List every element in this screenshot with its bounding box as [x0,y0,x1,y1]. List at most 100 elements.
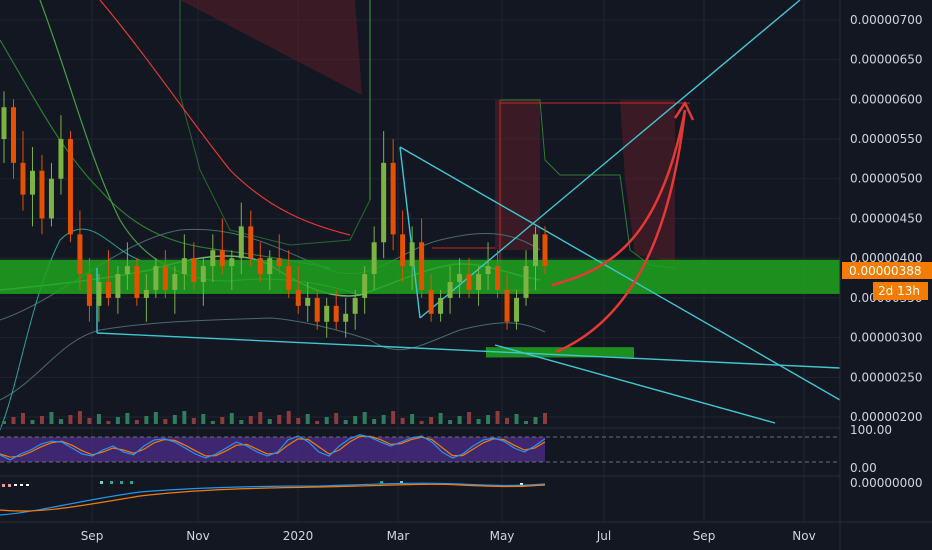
candle-body [409,242,415,267]
volume-bar [277,415,282,424]
volume-bar [467,412,472,424]
candlestick-series [1,91,548,338]
volume-bar [11,417,16,424]
volume-bar [476,419,481,424]
volume-bar [115,417,120,424]
volume-bar [210,421,215,424]
candle-body [419,242,425,290]
candle-body [115,274,121,298]
volume-bar [334,413,339,424]
candle-body [533,234,539,267]
candle-body [447,282,453,298]
candle-body [210,250,216,267]
volume-bar [400,418,405,424]
candle-body [343,313,349,322]
volume-bar [182,411,187,424]
candle-body [153,266,159,290]
candle-body [10,107,16,163]
stoch-rsi-band [0,437,545,462]
volume-bar [391,411,396,424]
volume-bar [153,412,158,424]
volume-bar [2,421,6,424]
candle-body [229,258,235,267]
candle-body [20,162,26,195]
candle-body [362,274,368,298]
stoch-rsi-top-tick: 100.00 [850,423,892,437]
candle-body [162,266,168,290]
volume-bars [2,411,547,424]
candle-body [77,234,83,275]
trendlines [96,0,841,424]
candle-body [29,170,35,195]
candle-body [314,297,320,322]
candle-body [390,162,396,235]
volume-bar [96,414,101,424]
volume-bar [49,412,54,424]
volume-bar [533,417,538,424]
volume-bar [296,418,301,424]
candle-body [134,266,140,298]
volume-bar [362,412,367,424]
candle-body [1,107,7,140]
candle-body [466,274,472,290]
candle-body [305,297,311,306]
volume-bar [372,419,377,424]
candle-body [67,139,73,235]
candle-body [324,305,330,322]
candle-body [495,266,501,290]
volume-bar [144,416,149,424]
price-axis[interactable]: 0.00000700 0.00000650 0.00000600 0.00000550… [850,13,923,424]
volume-bar [125,413,130,424]
price-tick-label: 0.00000650 [850,53,923,67]
volume-bar [495,411,500,424]
time-tick-label: Sep [693,529,716,543]
candle-body [295,289,301,306]
countdown-badge: 2d 13h [873,282,928,300]
volume-bar [163,419,168,424]
candle-body [200,266,206,283]
volume-bar [58,419,63,424]
candle-body [523,266,529,298]
price-tick-label: 0.00000600 [850,92,923,106]
macd-zero-tick: 0.00000000 [850,476,923,490]
candle-body [371,242,377,275]
time-tick-label: Sep [81,529,104,543]
candle-body [191,258,197,283]
macd-histogram [2,481,523,487]
time-axis[interactable]: Sep Nov 2020 Mar May Jul Sep Nov [81,529,816,543]
volume-bar [505,418,510,424]
candle-body [485,266,491,275]
volume-bar [267,419,272,424]
candle-body [276,258,282,267]
volume-bar [239,420,244,424]
candle-body [257,258,263,275]
moving-averages [0,0,546,431]
current-price-label: 0.00000388 [849,264,922,278]
candle-body [333,305,339,322]
candle-body [181,258,187,275]
volume-bar [191,418,196,424]
target-zone [486,347,634,358]
candle-body [172,274,178,290]
volume-bar [106,421,111,424]
price-tick-label: 0.00000250 [850,370,923,384]
volume-bar [30,420,35,424]
ichimoku-cloud [179,0,690,291]
volume-bar [438,413,443,424]
candle-body [238,226,244,259]
time-tick-label: Nov [186,529,209,543]
volume-bar [87,418,92,424]
price-tick-label: 0.00000400 [850,251,923,265]
candle-body [438,297,444,314]
candle-body [267,258,273,275]
volume-bar [248,416,253,424]
candle-body [476,274,482,290]
macd-line [0,482,546,516]
stoch-rsi-k-line [0,434,546,461]
candle-body [381,162,387,243]
price-tick-label: 0.00000500 [850,172,923,186]
volume-bar [343,420,348,424]
volume-bar [229,413,234,424]
volume-bar [514,414,519,424]
